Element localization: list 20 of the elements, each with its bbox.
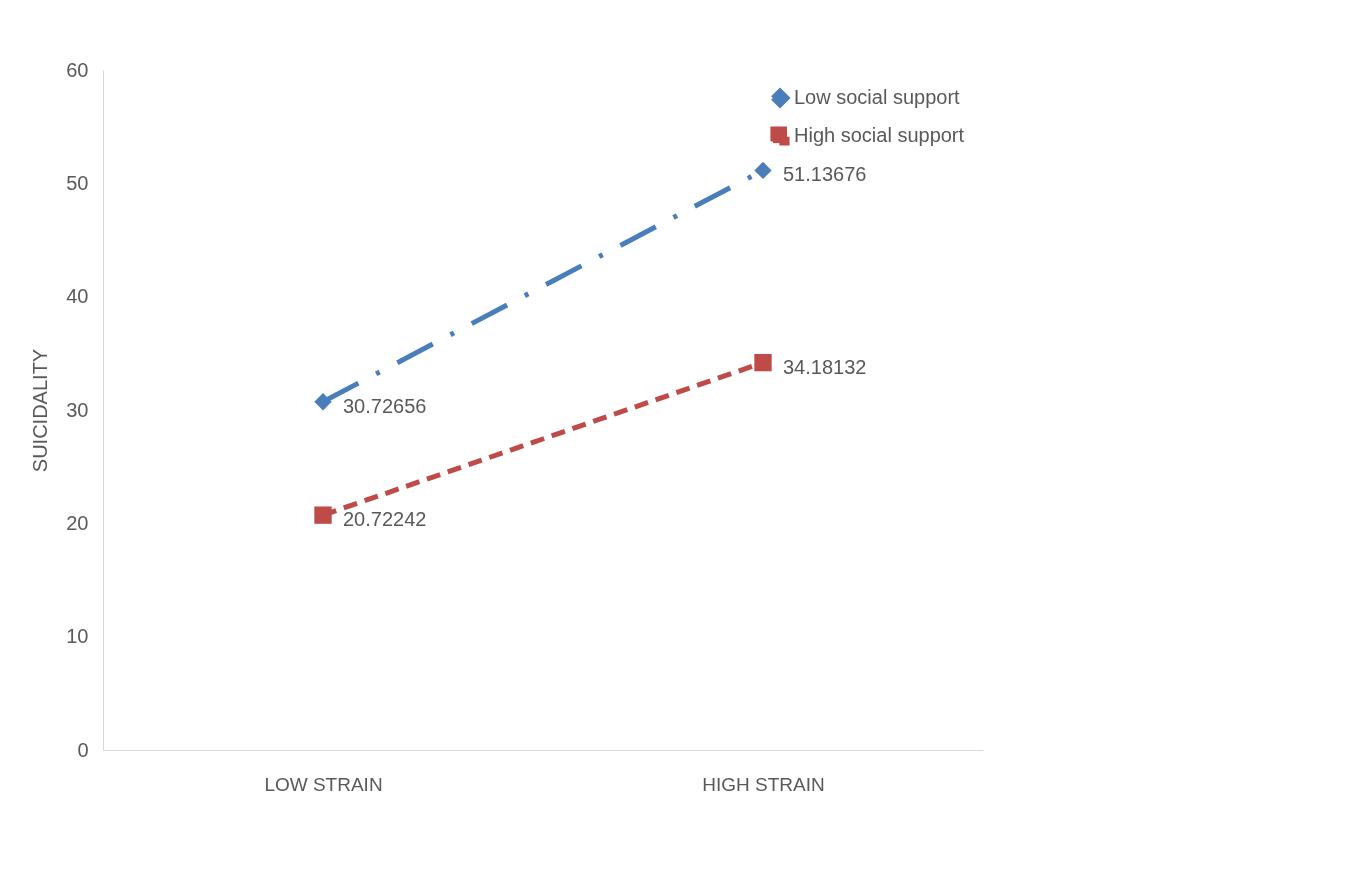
data-label: 20.72242 — [343, 508, 427, 531]
y-tick-label: 60 — [66, 58, 89, 81]
y-axis-title: SUICIDALITY — [29, 348, 52, 473]
point — [314, 393, 332, 411]
y-tick-label: 10 — [66, 625, 89, 648]
y-tick-label: 40 — [66, 285, 89, 308]
x-tick-label: HIGH STRAIN — [702, 773, 825, 795]
x-tick-label: LOW STRAIN — [264, 773, 383, 795]
y-tick-label: 20 — [66, 511, 89, 534]
y-tick-label: 30 — [66, 398, 89, 421]
point — [754, 161, 772, 180]
data-label: 30.72656 — [343, 394, 427, 417]
y-tick-label: 50 — [66, 171, 89, 194]
legend-label: High social support — [794, 124, 965, 146]
point — [754, 353, 772, 372]
y-tick-label: 0 — [77, 738, 89, 761]
data-label: 34.18132 — [783, 355, 867, 378]
data-label: 51.13676 — [783, 163, 867, 186]
legend-label: Low social support — [794, 86, 961, 108]
point — [314, 506, 332, 524]
